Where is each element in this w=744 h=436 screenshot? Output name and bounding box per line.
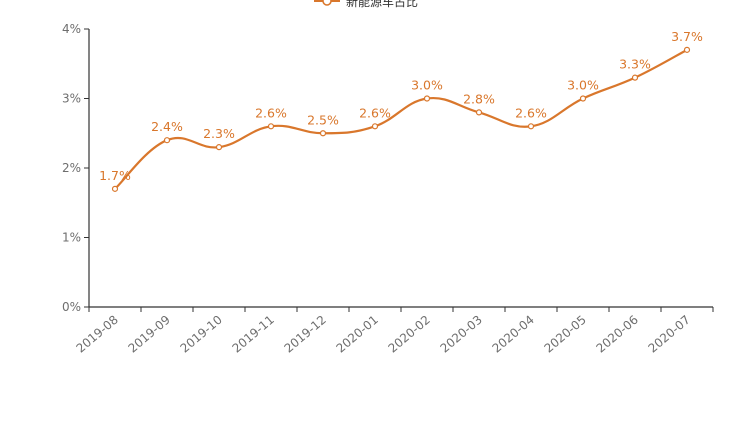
data-label: 1.7%: [99, 168, 131, 183]
x-axis: 2019-08 2019-09 2019-10 2019-11 2019-12 2020-…: [74, 306, 714, 356]
x-tick-label: 2020-04: [490, 313, 537, 356]
data-point: [527, 123, 535, 130]
data-point: [579, 95, 587, 102]
data-point: [163, 137, 171, 144]
x-tick-label: 2020-06: [594, 313, 641, 356]
legend-label: 新能源车占比: [346, 0, 418, 9]
x-tick-label: 2019-12: [282, 313, 329, 356]
x-tick-label: 2020-07: [646, 313, 693, 356]
x-tick-label: 2019-09: [126, 313, 173, 356]
y-axis: 0% 1% 2% 3% 4%: [62, 22, 90, 314]
y-tick-label: 3%: [62, 92, 81, 106]
data-label: 2.3%: [203, 126, 235, 141]
data-label: 2.6%: [515, 105, 547, 120]
x-tick-label: 2019-08: [74, 313, 121, 356]
data-label: 2.5%: [307, 112, 339, 127]
data-point: [683, 46, 691, 53]
y-tick-label: 1%: [62, 231, 81, 245]
series-group: [111, 46, 691, 192]
x-tick-label: 2019-11: [230, 313, 277, 356]
x-tick-label: 2020-01: [334, 313, 381, 356]
y-tick-label: 2%: [62, 161, 81, 175]
legend-point-marker: [322, 0, 332, 6]
data-label: 2.6%: [359, 105, 391, 120]
y-tick-label: 4%: [62, 22, 81, 36]
data-label: 2.8%: [463, 91, 495, 106]
data-point: [475, 109, 483, 116]
data-label: 3.3%: [619, 57, 651, 72]
data-label: 2.6%: [255, 105, 287, 120]
data-point: [423, 95, 431, 102]
x-tick-label: 2019-10: [178, 313, 225, 356]
x-tick-label: 2020-03: [438, 313, 485, 356]
data-point: [371, 123, 379, 130]
data-point: [319, 130, 327, 137]
data-label: 3.7%: [671, 29, 703, 44]
data-label: 3.0%: [567, 78, 599, 93]
data-point: [215, 144, 223, 151]
x-tick-label: 2020-02: [386, 313, 433, 356]
y-tick-label: 0%: [62, 300, 81, 314]
data-labels: 1.7% 2.4% 2.3% 2.6% 2.5% 2.6% 3.0% 2.8% 2.6% 3.0%…: [99, 29, 703, 183]
data-point: [111, 185, 119, 192]
data-label: 2.4%: [151, 119, 183, 134]
legend[interactable]: 新能源车占比: [314, 0, 418, 9]
data-point: [267, 123, 275, 130]
series-line: [114, 48, 688, 190]
x-tick-label: 2020-05: [542, 313, 589, 356]
data-label: 3.0%: [411, 78, 443, 93]
data-point: [631, 74, 639, 81]
